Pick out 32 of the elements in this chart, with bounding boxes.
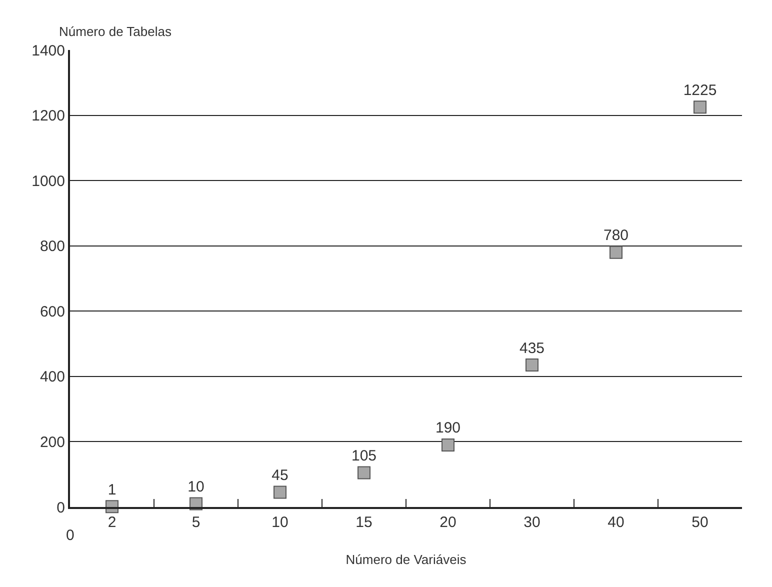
x-tick-label: 50 (692, 514, 708, 531)
x-axis-title: Número de Variáveis (346, 552, 467, 568)
data-label: 1225 (683, 82, 717, 99)
point (442, 438, 454, 452)
point (274, 486, 286, 499)
point (358, 466, 370, 480)
y-axis-title: Número de Tabelas (59, 24, 172, 39)
data-label: 435 (519, 340, 545, 357)
x-tick-label: 2 (108, 514, 116, 531)
y-tick-label: 400 (40, 368, 65, 386)
data-label: 780 (603, 227, 629, 244)
x-tick-label: 15 (356, 514, 372, 531)
y-tick-label: 1400 (32, 42, 65, 60)
x-tick-label: 20 (440, 514, 456, 531)
x-tick-label: 5 (192, 514, 200, 531)
point (694, 100, 706, 114)
point (610, 246, 622, 259)
data-label: 190 (435, 420, 461, 437)
y-tick-label: 0 (56, 499, 65, 516)
data-label: 10 (188, 478, 204, 496)
x-tick-label: 40 (608, 514, 624, 531)
x-tick-label: 10 (272, 514, 288, 531)
y-tick-label: 800 (40, 238, 65, 256)
y-tick-label: 1200 (32, 108, 65, 125)
data-label: 1 (108, 481, 116, 498)
x-tick-label: 30 (524, 514, 540, 531)
data-label: 105 (351, 447, 377, 464)
y-tick-label: 200 (40, 434, 65, 451)
y-tick-label: 600 (40, 303, 65, 320)
point (526, 358, 538, 372)
data-label: 45 (272, 467, 288, 484)
y-tick-label: 1000 (32, 172, 65, 190)
